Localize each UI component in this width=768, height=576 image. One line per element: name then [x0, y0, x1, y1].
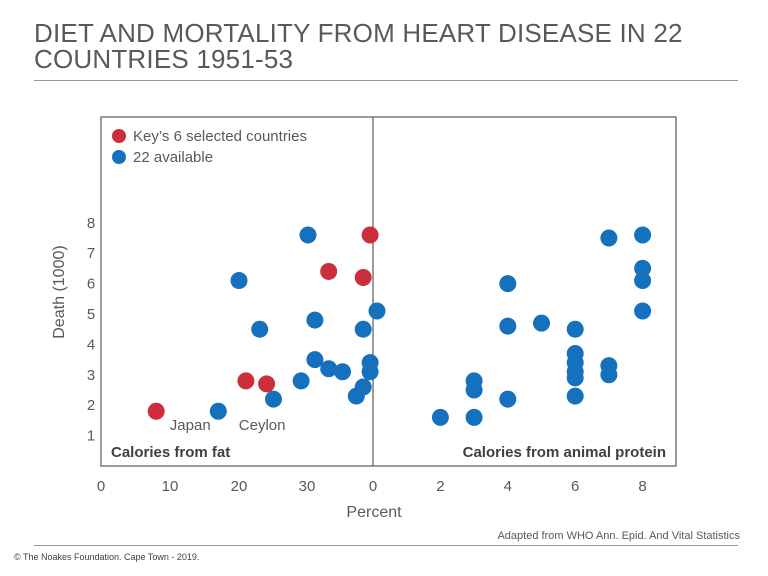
data-point-selected	[320, 262, 338, 280]
data-point-available	[431, 408, 449, 426]
point-annotation: Ceylon	[239, 417, 286, 434]
x-tick-label: 2	[436, 478, 444, 495]
title-line-2: COUNTRIES 1951-53	[34, 44, 294, 74]
data-point-selected	[354, 269, 372, 287]
x-tick-label: 30	[299, 478, 316, 495]
footer-divider	[34, 545, 738, 546]
data-point-available	[533, 314, 550, 332]
y-tick-label: 3	[87, 367, 95, 384]
data-point-available	[265, 390, 282, 408]
data-point-available	[634, 272, 652, 290]
data-point-available	[292, 372, 310, 390]
data-point-available	[600, 357, 618, 375]
data-point-available	[306, 311, 324, 329]
data-point-available	[499, 317, 517, 335]
y-tick-label: 2	[87, 397, 95, 414]
data-point-available	[634, 302, 652, 320]
data-point-available	[634, 226, 652, 244]
data-point-available	[368, 302, 386, 320]
data-point-available	[566, 387, 584, 405]
title-line-1: DIET AND MORTALITY FROM HEART DISEASE IN…	[34, 18, 683, 48]
y-tick-label: 7	[87, 245, 95, 262]
title-divider	[34, 80, 738, 81]
data-point-available	[306, 351, 324, 369]
y-tick-label: 4	[87, 336, 95, 353]
data-point-available	[566, 320, 584, 338]
legend-label: 22 available	[133, 149, 213, 166]
data-point-available	[361, 363, 379, 381]
data-point-available	[230, 272, 248, 290]
data-point-available	[334, 363, 351, 381]
panel-label-animal-protein: Calories from animal protein	[463, 444, 666, 461]
data-point-selected	[237, 372, 255, 390]
data-point-selected	[258, 375, 276, 393]
copyright-notice: © The Noakes Foundation. Cape Town - 201…	[14, 552, 200, 562]
y-axis-title: Death (1000)	[51, 245, 68, 338]
y-tick-label: 8	[87, 215, 95, 232]
plot-frame	[100, 116, 677, 467]
y-tick-label: 5	[87, 306, 95, 323]
x-tick-label: 0	[97, 478, 105, 495]
data-point-selected	[147, 402, 165, 420]
x-tick-label: 8	[638, 478, 646, 495]
data-point-available	[299, 226, 317, 244]
point-annotation: Japan	[170, 417, 211, 434]
data-point-available	[634, 259, 652, 277]
y-tick-label: 1	[87, 428, 95, 445]
data-point-available	[320, 360, 338, 378]
data-point-available	[209, 402, 227, 420]
panel-label-fat: Calories from fat	[111, 444, 230, 461]
legend-marker	[112, 129, 126, 143]
data-point-available	[566, 345, 584, 363]
data-point-available	[465, 372, 483, 390]
source-note: Adapted from WHO Ann. Epid. And Vital St…	[497, 530, 740, 542]
x-tick-label: 20	[231, 478, 248, 495]
data-point-available	[354, 378, 372, 396]
slide-title: DIET AND MORTALITY FROM HEART DISEASE IN…	[34, 20, 734, 72]
data-point-available	[600, 229, 618, 247]
data-point-available	[499, 390, 517, 408]
data-point-selected	[361, 226, 379, 244]
data-point-available	[251, 320, 269, 338]
data-point-available	[465, 408, 483, 426]
y-tick-label: 6	[87, 276, 95, 293]
x-tick-label: 4	[504, 478, 512, 495]
legend-label: Key’s 6 selected countries	[133, 128, 307, 145]
data-point-available	[499, 275, 517, 293]
x-tick-label: 0	[369, 478, 377, 495]
x-tick-label: 6	[571, 478, 579, 495]
x-tick-label: 10	[162, 478, 179, 495]
x-axis-title: Percent	[346, 504, 402, 521]
data-point-available	[354, 320, 372, 338]
legend-marker	[112, 150, 126, 164]
